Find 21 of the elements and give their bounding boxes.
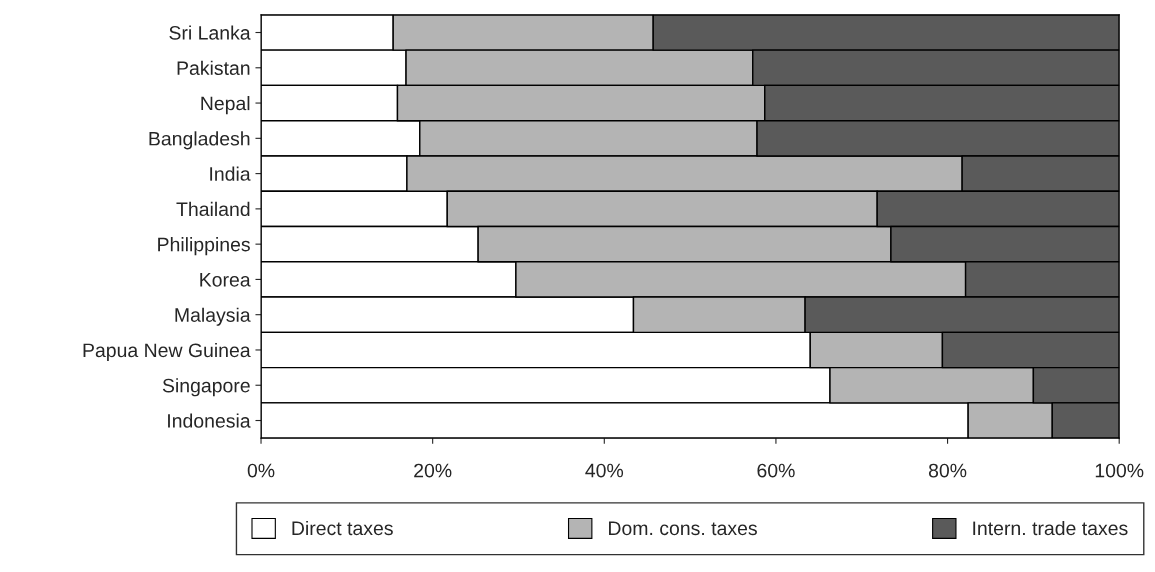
- x-tick-label: 40%: [585, 463, 624, 478]
- y-tick-label: Pakistan: [177, 60, 250, 76]
- y-tick-label: Bangladesh: [149, 131, 250, 150]
- x-tick-label: 80%: [928, 463, 967, 478]
- y-tick-label: Indonesia: [168, 413, 251, 428]
- x-tick-label: 20%: [414, 463, 452, 478]
- y-tick-label: Sri Lanka: [169, 25, 251, 40]
- x-tick-label: 100%: [1095, 463, 1144, 478]
- y-tick-label: Malaysia: [175, 307, 251, 326]
- y-tick-label: Nepal: [201, 96, 250, 115]
- y-tick-label: Singapore: [162, 378, 250, 397]
- legend-label: Dom. cons. taxes: [609, 521, 757, 536]
- y-tick-label: Korea: [200, 273, 251, 287]
- x-tick-label: 0%: [247, 463, 275, 478]
- legend-label: Direct taxes: [292, 520, 393, 536]
- y-tick-label: Thailand: [176, 201, 250, 217]
- legend-label: Intern. trade taxes: [973, 520, 1128, 536]
- y-tick-label: India: [210, 166, 251, 181]
- y-tick-label: Philippines: [158, 237, 250, 256]
- x-tick-label: 60%: [757, 463, 795, 478]
- y-tick-label: Papua New Guinea: [83, 342, 251, 362]
